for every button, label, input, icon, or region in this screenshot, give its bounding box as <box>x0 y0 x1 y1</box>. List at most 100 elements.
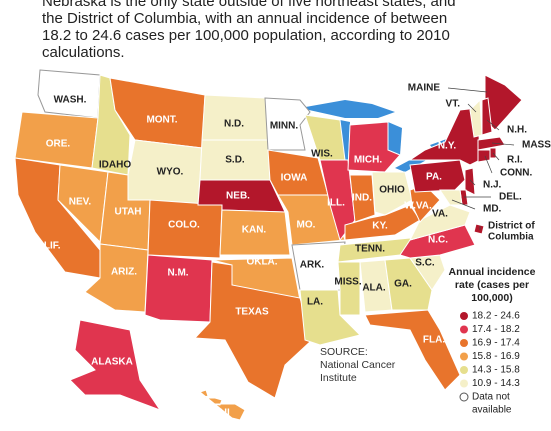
leader-line <box>447 87 488 93</box>
lake-huron <box>388 122 402 155</box>
legend-label: 10.9 - 14.3 <box>472 378 520 389</box>
header-line: the District of Columbia, with an annual… <box>42 10 447 27</box>
state-label: MASS. <box>522 140 551 151</box>
state-label: ALASKA <box>91 357 133 368</box>
state-label: MO. <box>297 220 316 231</box>
state-label: MONT. <box>146 115 177 126</box>
legend-label: 15.8 - 16.9 <box>472 351 520 362</box>
leader-line <box>492 152 500 161</box>
state-shape <box>84 243 149 313</box>
header-line: calculations. <box>42 44 125 61</box>
legend-label: 18.2 - 24.6 <box>472 311 520 322</box>
leader-line <box>484 155 493 174</box>
state-label: ALA. <box>362 283 386 294</box>
legend-swatch <box>459 392 469 402</box>
state-label: LA. <box>307 297 323 308</box>
state-shape <box>144 254 213 323</box>
state-label: WYO. <box>157 167 184 178</box>
state-shape <box>219 209 291 256</box>
source-line: SOURCE: <box>320 346 368 358</box>
legend-title: 100,000) <box>471 292 512 304</box>
source-line: Institute <box>320 372 357 384</box>
header-line: Nebraska is the only state outside of fi… <box>42 0 456 10</box>
state-label: S.C. <box>415 258 435 269</box>
state-label: IOWA <box>281 173 308 184</box>
state-label: N.C. <box>428 235 448 246</box>
state-label: ILL. <box>327 198 345 209</box>
state-shape <box>337 261 361 316</box>
state-shape <box>201 94 269 141</box>
legend-swatch <box>460 325 468 334</box>
state-label: KAN. <box>242 225 267 236</box>
legend-label: 14.3 - 15.8 <box>472 365 520 376</box>
legend-label: 16.9 - 17.4 <box>472 338 520 349</box>
state-label: TENN. <box>355 244 385 255</box>
state-label: ORE. <box>46 139 71 150</box>
state-label: OHIO <box>379 185 405 196</box>
legend-label: available <box>472 405 512 416</box>
state-label: KY. <box>372 221 388 232</box>
legend-swatch <box>460 352 468 361</box>
state-shape <box>439 189 463 206</box>
state-label: N.D. <box>224 119 244 130</box>
leader-line <box>451 199 476 210</box>
state-shape <box>198 389 246 421</box>
state-shape <box>473 223 485 235</box>
state-label: UTAH <box>114 207 141 218</box>
state-label: PA. <box>426 172 442 183</box>
header: Nebraska is the only state outside of fi… <box>42 0 456 61</box>
state-shape <box>477 149 491 163</box>
legend-title: Annual incidence <box>449 266 536 278</box>
state-label: MD. <box>483 204 502 215</box>
state-label: N.M. <box>167 268 188 279</box>
state-shape <box>408 107 481 166</box>
state-shape <box>69 319 162 412</box>
state-label: N.Y. <box>438 141 457 152</box>
lake-superior <box>300 100 395 118</box>
state-label: NEB. <box>226 191 250 202</box>
state-shape <box>371 171 413 216</box>
legend-swatch <box>460 366 468 374</box>
state-label: MISS. <box>334 277 361 288</box>
state-label: OKLA. <box>246 257 277 268</box>
state-label: CONN. <box>500 168 532 179</box>
state-label: VA. <box>432 209 448 220</box>
state-label: HAWAII <box>194 408 230 419</box>
state-label: NEV. <box>69 197 92 208</box>
header-line: 18.2 to 24.6 cases per 100,000 populatio… <box>42 27 450 44</box>
state-shape <box>477 136 506 151</box>
state-label: ARIZ. <box>111 267 137 278</box>
state-label: COLO. <box>168 220 200 231</box>
state-shape <box>299 289 361 346</box>
leader-line <box>469 179 476 186</box>
legend-swatch <box>460 379 468 388</box>
legend-title: rate (cases per <box>455 279 529 291</box>
state-label: District of <box>488 221 535 232</box>
state-label: VT. <box>446 99 461 110</box>
state-label: WASH. <box>54 95 87 106</box>
state-label: N.H. <box>507 125 527 136</box>
state-label: MAINE <box>408 83 441 94</box>
state-shape <box>384 257 433 311</box>
legend-swatch <box>460 339 468 347</box>
legend-swatch <box>460 312 468 320</box>
state-label: R.I. <box>507 155 523 166</box>
leader-line <box>467 103 477 113</box>
state-label: MICH. <box>354 155 383 166</box>
state-label: DEL. <box>499 192 522 203</box>
state-shape <box>277 194 346 246</box>
leader-line <box>486 119 500 131</box>
state-shape <box>364 309 461 391</box>
state-label: MINN. <box>270 121 299 132</box>
legend-label: 17.4 - 18.2 <box>472 324 520 335</box>
state-shape <box>193 261 313 399</box>
state-shape <box>37 69 101 119</box>
state-shape <box>349 174 376 223</box>
state-shape <box>481 97 493 136</box>
state-shape <box>464 167 476 196</box>
state-label: FLA. <box>423 335 445 346</box>
